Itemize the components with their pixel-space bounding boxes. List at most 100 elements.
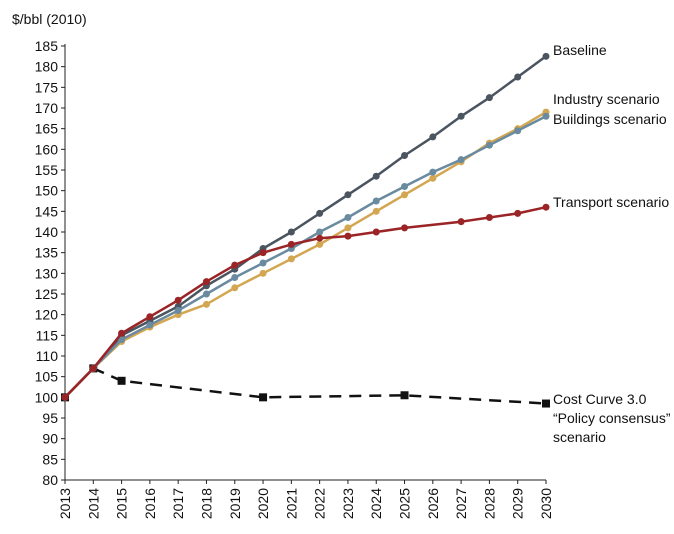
data-point <box>429 174 437 182</box>
data-point <box>344 232 352 240</box>
x-tick-label: 2019 <box>227 488 243 519</box>
data-point <box>457 218 465 226</box>
data-point <box>429 133 437 141</box>
series-label-line: Industry scenario <box>553 91 660 107</box>
x-tick-label: 2025 <box>397 488 413 519</box>
data-point <box>259 269 267 277</box>
y-tick-label: 115 <box>36 327 59 343</box>
y-tick-label: 175 <box>35 79 59 95</box>
data-point <box>316 228 324 236</box>
data-point <box>542 203 550 211</box>
x-tick-label: 2026 <box>425 488 441 519</box>
y-tick-label: 180 <box>35 59 59 75</box>
series-transport-scenario <box>61 203 550 401</box>
x-tick-label: 2020 <box>255 488 271 519</box>
data-point <box>231 284 239 292</box>
series-layer <box>61 52 550 408</box>
series-label: Baseline <box>553 42 607 58</box>
series-line <box>64 205 547 399</box>
y-tick-label: 155 <box>35 162 59 178</box>
series-label: Cost Curve 3.0 “Policy consensus” scenario <box>553 391 671 445</box>
y-tick-label: 135 <box>35 245 59 261</box>
series-label-line: “Policy consensus” <box>553 410 671 426</box>
x-tick-label: 2027 <box>453 488 469 519</box>
data-point <box>287 228 295 236</box>
series-cost-curve-3-0-policy-consensus-scenario <box>61 364 550 408</box>
data-point <box>89 364 97 372</box>
data-point <box>259 393 268 402</box>
x-tick-label: 2014 <box>85 488 101 519</box>
data-point <box>372 207 380 215</box>
y-tick-label: 85 <box>42 451 58 467</box>
x-tick-label: 2029 <box>510 488 526 519</box>
data-point <box>485 94 493 102</box>
x-tick-label: 2015 <box>114 488 130 519</box>
series-label-line: Transport scenario <box>553 194 669 210</box>
data-point <box>118 329 126 337</box>
data-point <box>514 73 522 81</box>
series-baseline <box>61 52 550 401</box>
y-tick-label: 95 <box>42 410 58 426</box>
x-tick-label: 2013 <box>57 488 73 519</box>
data-point <box>202 300 210 308</box>
data-point <box>287 255 295 263</box>
data-point <box>401 224 409 232</box>
y-tick-label: 120 <box>35 307 59 323</box>
y-tick-label: 105 <box>35 369 59 385</box>
y-tick-label: 160 <box>35 141 59 157</box>
data-point <box>146 313 154 321</box>
y-axis-title: $/bbl (2010) <box>12 11 87 27</box>
series-label: Buildings scenario <box>553 111 667 127</box>
data-point <box>372 172 380 180</box>
series-line <box>64 55 547 399</box>
series-label-line: Buildings scenario <box>553 111 667 127</box>
data-point <box>344 224 352 232</box>
data-point <box>514 209 522 217</box>
y-tick-label: 80 <box>42 472 58 488</box>
x-tick-label: 2023 <box>340 488 356 519</box>
y-tick-label: 90 <box>42 431 58 447</box>
y-tick-label: 165 <box>35 121 59 137</box>
data-point <box>400 391 409 400</box>
y-tick-label: 150 <box>35 183 59 199</box>
data-point <box>174 307 182 315</box>
data-point <box>202 290 210 298</box>
data-point <box>429 168 437 176</box>
series-label-line: Baseline <box>553 42 607 58</box>
data-point <box>542 52 550 60</box>
series-label-line: scenario <box>553 429 606 445</box>
data-point <box>146 321 154 329</box>
x-tick-label: 2021 <box>283 488 299 519</box>
series-buildings-scenario <box>61 112 550 401</box>
y-tick-label: 145 <box>35 203 59 219</box>
y-tick-label: 125 <box>35 286 59 302</box>
axes: 80 85 90 95 100 105 110 115 120 125 130 135 140 145 15… <box>35 38 554 519</box>
data-point <box>61 393 69 401</box>
data-point <box>316 209 324 217</box>
data-point <box>287 240 295 248</box>
series-line <box>64 367 547 405</box>
y-tick-label: 130 <box>35 265 59 281</box>
y-tick-label: 100 <box>35 389 59 405</box>
data-point <box>231 273 239 281</box>
y-tick-label: 140 <box>35 224 59 240</box>
series-line <box>64 111 547 399</box>
data-point <box>344 191 352 199</box>
data-point <box>231 261 239 269</box>
data-point <box>542 399 550 408</box>
data-point <box>118 335 126 343</box>
data-point <box>514 127 522 135</box>
data-point <box>259 259 267 267</box>
x-tick-label: 2018 <box>198 488 214 519</box>
series-line <box>64 115 547 399</box>
data-point <box>202 278 210 286</box>
y-tick-label: 185 <box>35 38 59 54</box>
series-label: Industry scenario <box>553 91 660 107</box>
data-point <box>457 156 465 164</box>
data-point <box>344 214 352 222</box>
series-label: Transport scenario <box>553 194 669 210</box>
x-tick-label: 2030 <box>538 488 554 519</box>
data-point <box>316 234 324 242</box>
